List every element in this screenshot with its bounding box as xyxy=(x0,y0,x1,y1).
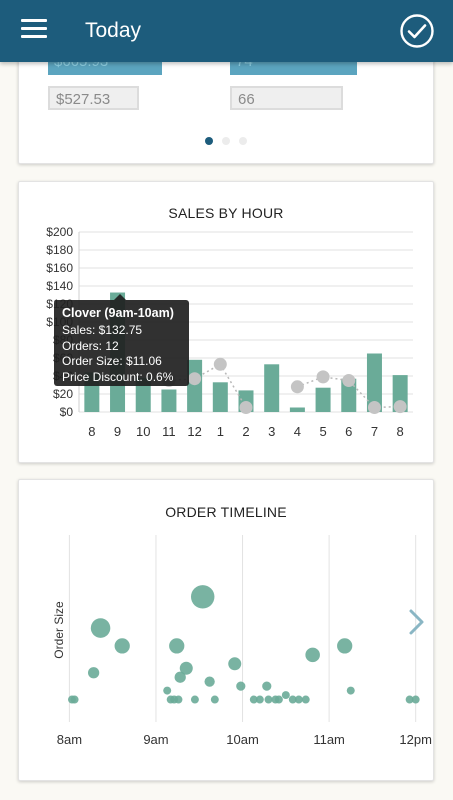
x-tick-label: 3 xyxy=(268,424,275,439)
line-point xyxy=(393,400,407,414)
bar xyxy=(289,407,305,412)
line-point xyxy=(316,370,330,384)
order-point xyxy=(87,667,100,679)
line-point xyxy=(367,401,381,414)
app-bar: Today xyxy=(0,0,453,62)
order-point xyxy=(274,695,283,704)
order-point xyxy=(210,695,219,704)
stat-value: $527.53 xyxy=(48,86,139,110)
order-point xyxy=(190,585,215,609)
order-point xyxy=(236,681,246,691)
order-point xyxy=(163,686,172,695)
order-point xyxy=(174,695,183,704)
order-point xyxy=(70,695,79,704)
y-tick-label: $0 xyxy=(60,405,74,419)
line-point xyxy=(239,401,253,414)
bar xyxy=(161,389,177,412)
bar xyxy=(264,364,280,412)
x-tick-label: 5 xyxy=(319,424,326,439)
x-tick-label: 12pm xyxy=(399,732,432,747)
order-point xyxy=(228,657,242,671)
tooltip-order-size: Order Size: $11.06 xyxy=(62,354,162,368)
x-tick-label: 12 xyxy=(187,424,201,439)
bar xyxy=(315,387,331,412)
y-tick-label: $200 xyxy=(46,225,73,239)
order-point xyxy=(301,695,310,704)
check-circle-icon[interactable] xyxy=(399,13,435,49)
order-point xyxy=(190,695,199,704)
page-dot[interactable] xyxy=(239,137,247,145)
x-tick-label: 10am xyxy=(226,732,259,747)
order-point xyxy=(337,638,353,654)
y-tick-label: $20 xyxy=(53,387,73,401)
order-point xyxy=(305,647,320,663)
x-tick-label: 7 xyxy=(371,424,378,439)
page-title: Today xyxy=(85,19,142,42)
x-tick-label: 9 xyxy=(114,424,121,439)
order-point xyxy=(114,638,130,654)
bar xyxy=(212,382,228,412)
order-point xyxy=(174,671,186,683)
page-dot[interactable] xyxy=(222,137,230,145)
x-tick-label: 9am xyxy=(143,732,168,747)
tooltip-title: Clover (9am-10am) xyxy=(62,306,174,320)
x-tick-label: 8am xyxy=(57,732,82,747)
chevron-right-icon[interactable] xyxy=(404,608,428,636)
order-point xyxy=(249,695,258,704)
y-tick-label: $180 xyxy=(46,243,73,257)
page-dot-active[interactable] xyxy=(205,137,213,145)
line-point xyxy=(213,357,227,371)
x-tick-label: 8 xyxy=(397,424,404,439)
y-axis-label: Order Size xyxy=(52,601,66,659)
tooltip-orders: Orders: 12 xyxy=(62,338,119,353)
tooltip-price-discount: Price Discount: 0.6% xyxy=(62,369,174,384)
order-point xyxy=(169,638,185,654)
x-tick-label: 1 xyxy=(217,424,224,439)
line-point xyxy=(290,380,304,394)
order-point xyxy=(346,686,355,695)
line-point xyxy=(188,372,202,386)
order-timeline-card: ORDER TIMELINE 8am 9am 10am 11am 12pm Order S… xyxy=(18,479,434,781)
x-tick-label: 4 xyxy=(294,424,301,439)
order-point xyxy=(288,695,297,704)
x-tick-label: 2 xyxy=(242,424,249,439)
tooltip-sales: Sales: $132.75 xyxy=(62,323,143,337)
order-point xyxy=(179,661,193,675)
chart-title: ORDER TIMELINE xyxy=(165,504,287,520)
x-tick-label: 11 xyxy=(162,424,176,439)
order-timeline-chart: 8am 9am 10am 11am 12pm Order Size xyxy=(52,535,432,747)
order-point xyxy=(204,676,215,687)
line-series xyxy=(168,363,247,408)
order-point xyxy=(264,695,273,704)
menu-icon[interactable] xyxy=(21,19,47,39)
order-point xyxy=(255,695,264,704)
x-tick-label: 11am xyxy=(313,732,345,747)
line-point xyxy=(342,374,356,387)
x-tick-label: 6 xyxy=(345,424,352,439)
x-tick-label: 8 xyxy=(88,424,95,439)
y-tick-label: $140 xyxy=(46,279,73,293)
order-point xyxy=(405,695,414,704)
stat-value: 66 xyxy=(230,86,343,110)
bar xyxy=(341,378,357,412)
order-point xyxy=(294,695,303,704)
x-tick-label: 10 xyxy=(136,424,150,439)
bar xyxy=(135,377,151,412)
order-point xyxy=(90,618,111,638)
chart-title: SALES BY HOUR xyxy=(168,205,284,221)
y-tick-label: $160 xyxy=(46,261,73,275)
order-point xyxy=(281,691,290,700)
bar xyxy=(187,359,203,412)
chart-tooltip: Clover (9am-10am) Sales: $132.75 Orders:… xyxy=(54,294,189,386)
order-point xyxy=(262,681,272,691)
order-point xyxy=(411,695,420,704)
bar xyxy=(366,353,382,412)
